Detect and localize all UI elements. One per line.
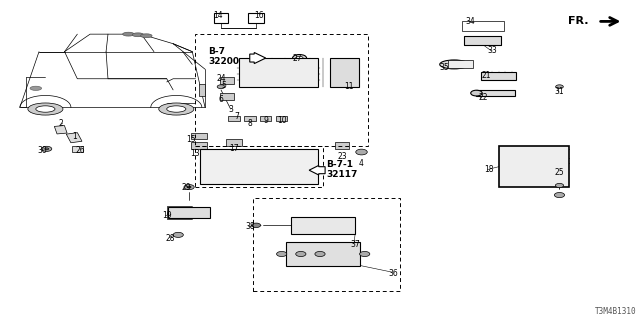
Text: 15: 15 xyxy=(186,135,196,144)
Bar xyxy=(168,207,210,218)
Bar xyxy=(195,34,368,146)
Bar xyxy=(481,72,516,80)
Text: 21: 21 xyxy=(481,71,491,80)
Bar xyxy=(448,60,473,68)
Ellipse shape xyxy=(173,232,183,237)
Bar xyxy=(239,58,319,87)
Ellipse shape xyxy=(167,106,186,112)
Text: 28: 28 xyxy=(165,234,175,243)
Bar xyxy=(54,125,67,134)
Text: 36: 36 xyxy=(388,268,398,278)
Text: 14: 14 xyxy=(213,11,223,20)
Ellipse shape xyxy=(470,90,482,96)
Ellipse shape xyxy=(356,149,367,155)
Text: 6: 6 xyxy=(219,95,223,104)
Text: B-7-1
32117: B-7-1 32117 xyxy=(326,160,358,179)
Bar xyxy=(260,116,271,122)
Bar xyxy=(276,116,287,122)
Bar xyxy=(253,198,400,291)
Ellipse shape xyxy=(184,185,194,190)
Ellipse shape xyxy=(296,56,303,60)
Ellipse shape xyxy=(252,223,260,228)
Text: 24: 24 xyxy=(216,74,226,83)
Text: 9: 9 xyxy=(263,116,268,125)
Bar xyxy=(195,146,323,187)
Bar xyxy=(335,142,349,149)
Ellipse shape xyxy=(36,106,55,112)
Bar xyxy=(220,77,234,84)
Text: 29: 29 xyxy=(181,183,191,192)
Bar xyxy=(499,146,569,187)
Text: T3M4B1310: T3M4B1310 xyxy=(595,307,636,316)
Ellipse shape xyxy=(123,32,134,36)
Bar xyxy=(244,116,255,122)
Text: 33: 33 xyxy=(488,45,497,55)
Text: B-7
32200: B-7 32200 xyxy=(208,47,239,66)
Text: 19: 19 xyxy=(162,211,172,220)
Text: 31: 31 xyxy=(555,87,564,96)
Bar xyxy=(67,133,82,143)
Text: FR.: FR. xyxy=(568,16,588,27)
Bar xyxy=(248,13,264,23)
Bar xyxy=(226,139,242,146)
Text: 17: 17 xyxy=(229,144,239,153)
Bar xyxy=(72,146,83,152)
Text: 25: 25 xyxy=(555,168,564,177)
Ellipse shape xyxy=(276,252,287,257)
Ellipse shape xyxy=(132,33,144,37)
Text: 4: 4 xyxy=(359,159,364,168)
Bar xyxy=(198,84,205,96)
Bar xyxy=(191,142,207,149)
Bar xyxy=(228,116,239,122)
Text: 26: 26 xyxy=(76,146,85,155)
Text: 34: 34 xyxy=(465,17,475,26)
Text: 8: 8 xyxy=(248,119,252,128)
Text: 35: 35 xyxy=(440,63,449,72)
Text: 10: 10 xyxy=(277,116,287,125)
Bar xyxy=(220,93,234,100)
Text: 1: 1 xyxy=(72,132,77,140)
Ellipse shape xyxy=(315,252,325,257)
Text: 7: 7 xyxy=(234,113,239,122)
Ellipse shape xyxy=(45,148,49,150)
Text: 37: 37 xyxy=(350,240,360,249)
Text: 16: 16 xyxy=(255,11,264,20)
Ellipse shape xyxy=(556,85,563,89)
FancyArrow shape xyxy=(250,52,266,64)
Ellipse shape xyxy=(187,186,191,188)
Bar xyxy=(291,217,355,234)
Ellipse shape xyxy=(556,183,564,188)
Bar xyxy=(476,90,515,96)
Bar xyxy=(214,13,228,23)
Ellipse shape xyxy=(28,103,63,115)
Text: 11: 11 xyxy=(344,82,353,91)
Ellipse shape xyxy=(554,193,564,197)
Ellipse shape xyxy=(42,146,52,151)
Bar xyxy=(287,242,360,266)
Bar xyxy=(462,21,504,31)
Ellipse shape xyxy=(296,252,306,257)
Ellipse shape xyxy=(141,34,152,38)
Text: 13: 13 xyxy=(191,149,200,158)
Text: 18: 18 xyxy=(484,165,494,174)
Bar xyxy=(465,36,501,45)
Bar xyxy=(191,133,207,139)
Bar xyxy=(330,58,358,87)
Ellipse shape xyxy=(30,86,42,90)
Ellipse shape xyxy=(217,85,225,89)
Ellipse shape xyxy=(292,54,307,61)
Text: 23: 23 xyxy=(337,152,347,161)
Text: 22: 22 xyxy=(478,93,488,102)
Ellipse shape xyxy=(440,60,468,69)
Text: 27: 27 xyxy=(293,53,303,62)
Text: 38: 38 xyxy=(245,222,255,231)
Ellipse shape xyxy=(159,103,194,115)
Text: 5: 5 xyxy=(222,81,227,90)
Text: 30: 30 xyxy=(37,146,47,155)
Bar xyxy=(200,149,319,184)
Ellipse shape xyxy=(360,252,370,257)
Text: 2: 2 xyxy=(59,119,64,128)
FancyArrow shape xyxy=(309,165,325,175)
Text: 3: 3 xyxy=(228,105,233,114)
